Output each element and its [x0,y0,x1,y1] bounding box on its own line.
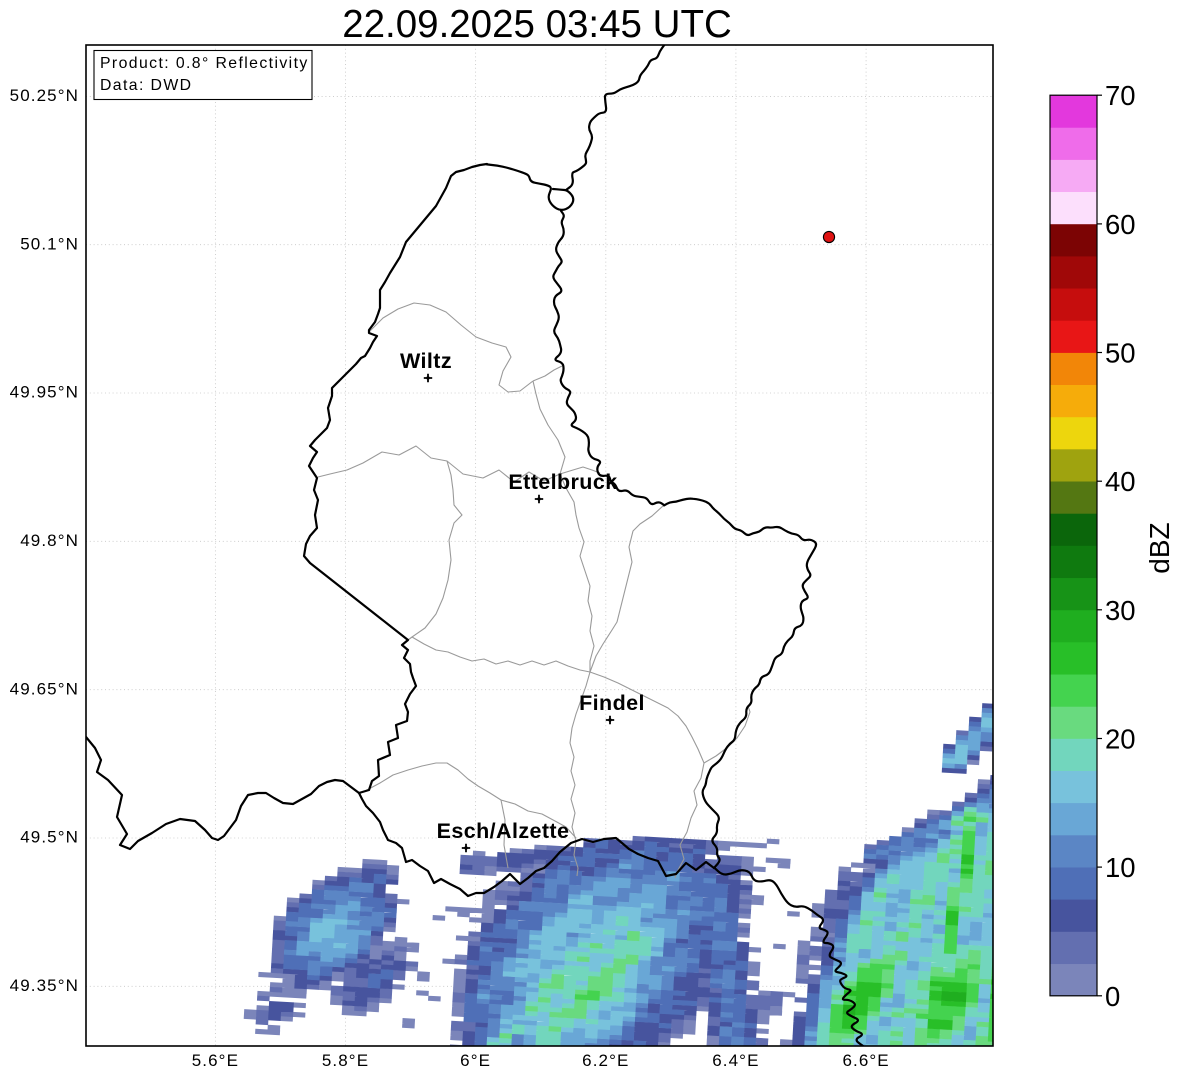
svg-text:Product: 0.8° Reflectivity: Product: 0.8° Reflectivity [100,55,309,72]
svg-text:6.6°E: 6.6°E [842,1051,889,1070]
svg-text:50.1°N: 50.1°N [20,234,79,253]
svg-text:30: 30 [1105,595,1136,626]
svg-text:6°E: 6°E [460,1051,491,1070]
svg-text:20: 20 [1105,724,1136,755]
svg-text:Wiltz: Wiltz [400,349,452,373]
svg-text:dBZ: dBZ [1144,522,1175,573]
svg-text:Ettelbruck: Ettelbruck [508,470,617,494]
svg-text:60: 60 [1105,209,1136,240]
svg-text:6.2°E: 6.2°E [582,1051,629,1070]
svg-text:5.8°E: 5.8°E [322,1051,369,1070]
svg-text:70: 70 [1105,80,1136,111]
svg-text:Esch/Alzette: Esch/Alzette [437,819,570,843]
svg-text:6.4°E: 6.4°E [712,1051,759,1070]
svg-text:5.6°E: 5.6°E [192,1051,239,1070]
svg-text:22.09.2025 03:45 UTC: 22.09.2025 03:45 UTC [342,3,732,46]
svg-text:Data: DWD: Data: DWD [100,77,192,94]
svg-text:49.5°N: 49.5°N [20,828,79,847]
svg-text:50.25°N: 50.25°N [10,86,79,105]
svg-text:49.35°N: 49.35°N [10,976,79,995]
svg-text:Findel: Findel [579,691,645,715]
svg-text:50: 50 [1105,338,1136,369]
svg-text:49.8°N: 49.8°N [20,531,79,550]
svg-text:40: 40 [1105,466,1136,497]
svg-text:49.65°N: 49.65°N [10,679,79,698]
svg-text:0: 0 [1105,981,1120,1012]
svg-text:10: 10 [1105,852,1136,883]
svg-text:49.95°N: 49.95°N [10,383,79,402]
